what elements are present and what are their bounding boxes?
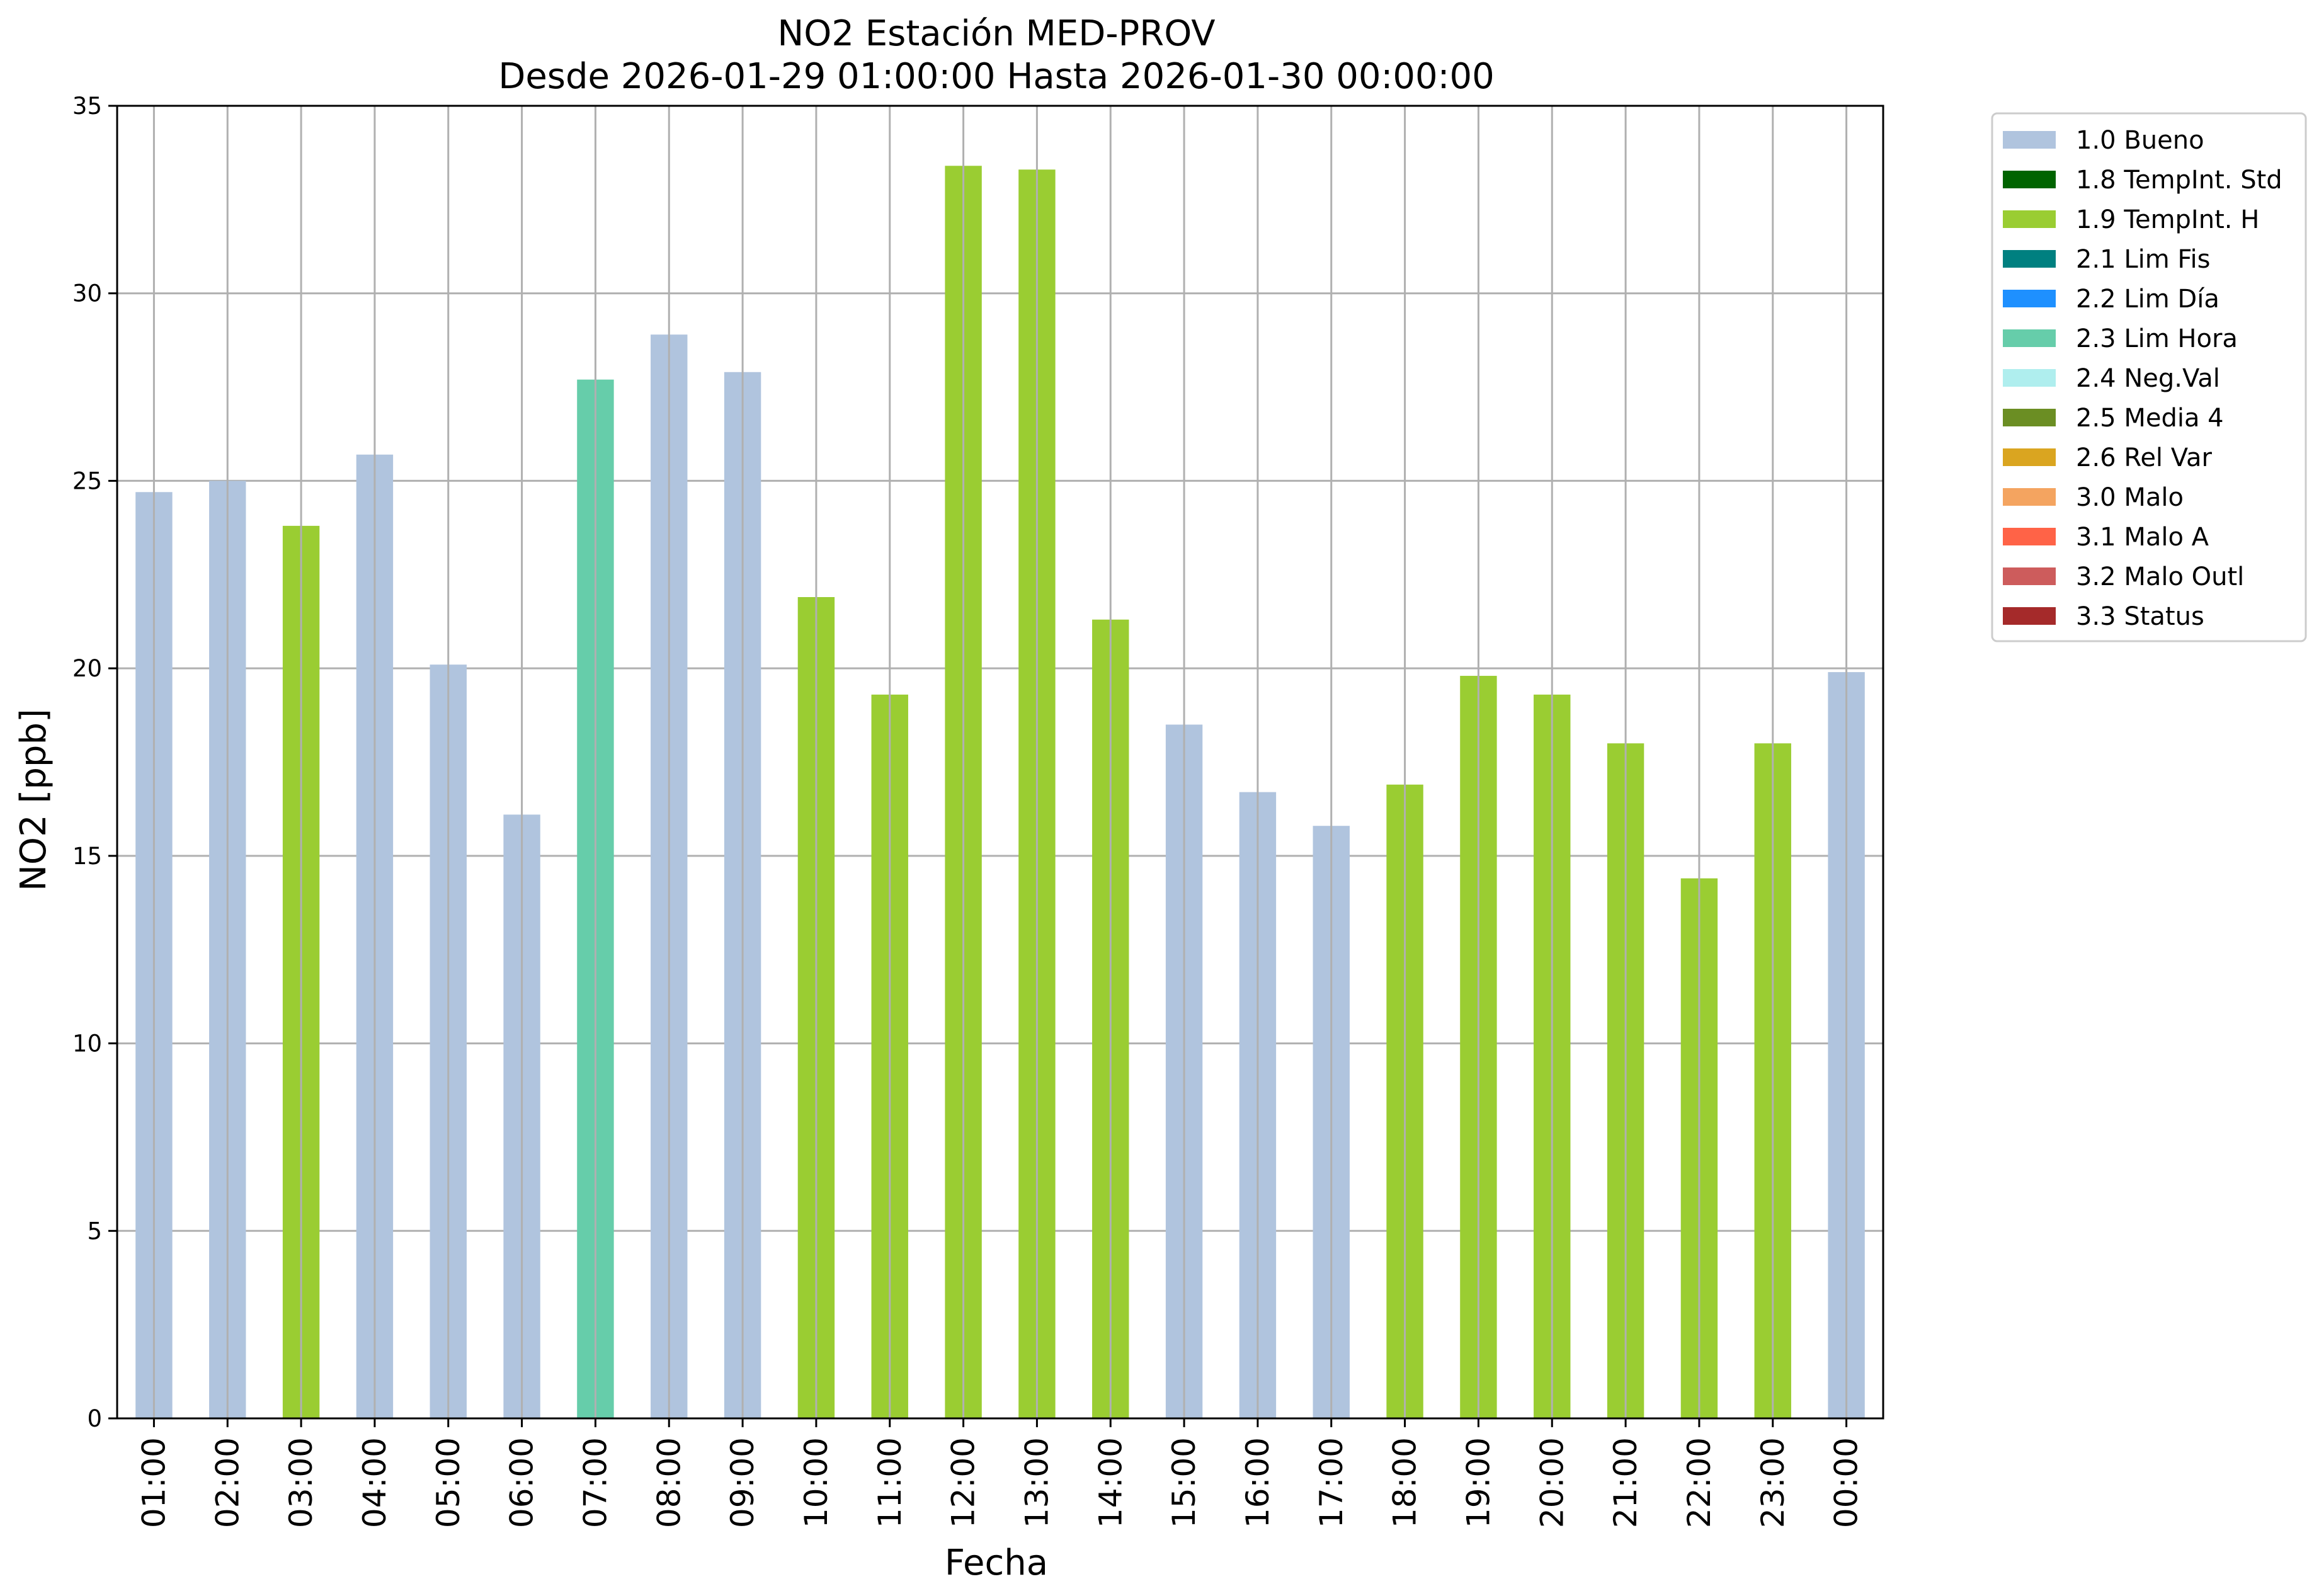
x-tick-label: 14:00 bbox=[1092, 1437, 1129, 1528]
legend: 1.0 Bueno 1.8 TempInt. Std 1.9 TempInt. H 2… bbox=[1991, 112, 2307, 642]
x-tick-label: 01:00 bbox=[135, 1437, 172, 1528]
x-axis-title: Fecha bbox=[945, 1542, 1048, 1583]
x-tick-label: 13:00 bbox=[1018, 1437, 1055, 1528]
x-tick-label: 09:00 bbox=[724, 1437, 761, 1528]
grid bbox=[117, 105, 1883, 1420]
chart-title: NO2 Estación MED-PROV bbox=[777, 13, 1215, 54]
legend-swatch bbox=[2003, 250, 2056, 268]
y-axis-title: NO2 [ppb] bbox=[13, 709, 54, 891]
legend-swatch bbox=[2003, 528, 2056, 545]
legend-swatch bbox=[2003, 210, 2056, 228]
legend-swatch bbox=[2003, 290, 2056, 307]
legend-swatch bbox=[2003, 607, 2056, 625]
x-tick-label: 23:00 bbox=[1755, 1437, 1791, 1528]
legend-swatch bbox=[2003, 448, 2056, 466]
x-tick-label: 04:00 bbox=[356, 1437, 393, 1528]
x-tick-label: 07:00 bbox=[577, 1437, 613, 1528]
x-tick-label: 22:00 bbox=[1681, 1437, 1718, 1528]
vertical-grid bbox=[152, 106, 1848, 1418]
legend-label: 3.1 Malo A bbox=[2076, 523, 2209, 552]
y-tick-label: 5 bbox=[87, 1217, 102, 1245]
legend-label: 2.6 Rel Var bbox=[2076, 443, 2213, 472]
x-tick-label: 20:00 bbox=[1534, 1437, 1570, 1528]
x-tick-label: 17:00 bbox=[1313, 1437, 1350, 1528]
y-tick-label: 30 bbox=[72, 280, 102, 307]
x-tick-label: 02:00 bbox=[209, 1437, 246, 1528]
x-tick-label: 08:00 bbox=[651, 1437, 687, 1528]
legend-swatch bbox=[2003, 409, 2056, 426]
y-tick-label: 10 bbox=[72, 1030, 102, 1057]
legend-label: 2.3 Lim Hora bbox=[2076, 324, 2238, 353]
x-tick-label: 12:00 bbox=[945, 1437, 982, 1528]
legend-label: 3.0 Malo bbox=[2076, 483, 2184, 512]
x-tick-label: 05:00 bbox=[430, 1437, 467, 1528]
y-axis-ticks: 0 5 10 15 20 25 30 35 bbox=[72, 93, 117, 1432]
legend-label: 1.8 TempInt. Std bbox=[2076, 166, 2282, 195]
chart-subtitle: Desde 2026-01-29 01:00:00 Hasta 2026-01-… bbox=[498, 56, 1495, 97]
legend-frame bbox=[1991, 112, 2307, 642]
y-tick-label: 20 bbox=[72, 655, 102, 682]
legend-swatch bbox=[2003, 369, 2056, 387]
x-tick-label: 16:00 bbox=[1239, 1437, 1276, 1528]
x-tick-label: 00:00 bbox=[1828, 1437, 1865, 1528]
y-tick-label: 35 bbox=[72, 93, 102, 120]
plot-frame bbox=[116, 105, 1884, 1420]
x-tick-label: 19:00 bbox=[1460, 1437, 1496, 1528]
legend-swatch bbox=[2003, 171, 2056, 188]
legend-label: 3.2 Malo Outl bbox=[2076, 562, 2244, 591]
x-tick-label: 21:00 bbox=[1607, 1437, 1644, 1528]
x-tick-label: 18:00 bbox=[1387, 1437, 1423, 1528]
y-tick-label: 25 bbox=[72, 467, 102, 494]
legend-swatch bbox=[2003, 488, 2056, 506]
legend-label: 2.5 Media 4 bbox=[2076, 404, 2224, 433]
x-tick-label: 03:00 bbox=[283, 1437, 319, 1528]
x-axis-ticks: 01:00 02:00 03:00 04:00 05:00 06:00 07:00 08:00… bbox=[135, 1418, 1865, 1528]
legend-label: 2.1 Lim Fis bbox=[2076, 245, 2210, 274]
y-tick-label: 15 bbox=[72, 843, 102, 870]
legend-label: 3.3 Status bbox=[2076, 602, 2204, 631]
x-tick-label: 11:00 bbox=[872, 1437, 908, 1528]
legend-swatch bbox=[2003, 567, 2056, 585]
legend-swatch bbox=[2003, 329, 2056, 347]
x-tick-label: 10:00 bbox=[798, 1437, 835, 1528]
y-tick-label: 0 bbox=[87, 1405, 102, 1432]
x-tick-label: 15:00 bbox=[1166, 1437, 1202, 1528]
legend-label: 2.4 Neg.Val bbox=[2076, 364, 2220, 393]
legend-label: 1.9 TempInt. H bbox=[2076, 205, 2259, 234]
legend-label: 2.2 Lim Día bbox=[2076, 285, 2219, 314]
legend-swatch bbox=[2003, 131, 2056, 149]
legend-label: 1.0 Bueno bbox=[2076, 126, 2204, 155]
x-tick-label: 06:00 bbox=[504, 1437, 540, 1528]
